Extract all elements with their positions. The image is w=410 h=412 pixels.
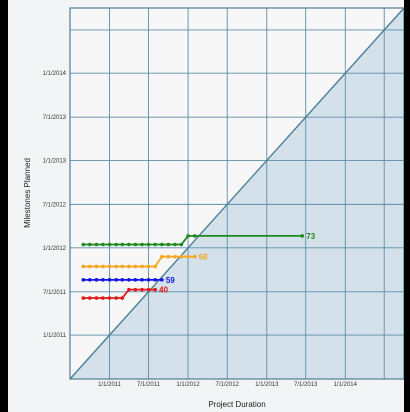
diagonal-reference-line xyxy=(69,7,405,380)
y-tick-label: 1/1/2011 xyxy=(43,333,67,339)
series-point xyxy=(153,287,157,292)
series-point xyxy=(87,278,92,282)
series-end-label: 73 xyxy=(306,232,315,241)
series-point xyxy=(192,254,197,259)
series-point xyxy=(114,296,119,300)
series-point xyxy=(300,234,305,238)
series-point xyxy=(87,264,92,269)
series-point xyxy=(114,264,119,269)
series-point xyxy=(140,242,144,247)
series-point xyxy=(120,264,125,269)
series-point xyxy=(101,296,105,300)
series-end-label: 68 xyxy=(199,253,208,262)
series-point xyxy=(101,264,105,269)
series-point xyxy=(153,264,157,269)
series-point xyxy=(87,242,92,247)
series-point xyxy=(146,242,151,247)
x-axis-title: Project Duration xyxy=(208,400,265,409)
y-tick-label: 1/1/2013 xyxy=(43,158,67,164)
series-point xyxy=(133,287,138,292)
series-point xyxy=(114,278,119,282)
series-point xyxy=(160,278,164,282)
series-point xyxy=(107,296,112,300)
series-point xyxy=(140,264,144,269)
series-point xyxy=(153,242,157,247)
series-point xyxy=(107,242,112,247)
series-point xyxy=(179,254,184,259)
series-point xyxy=(146,287,151,292)
series-point xyxy=(127,287,131,292)
series-point xyxy=(94,278,99,282)
x-tick-label: 7/1/2011 xyxy=(137,382,161,388)
series-point xyxy=(81,296,86,300)
y-axis-title: Milestones Planned xyxy=(23,158,32,228)
series-point xyxy=(114,242,119,247)
series-point xyxy=(127,242,131,247)
series-end-label: 40 xyxy=(159,286,168,295)
y-tick-label: 7/1/2013 xyxy=(43,115,67,121)
series-point xyxy=(160,242,164,247)
series-point xyxy=(81,278,86,282)
series-point xyxy=(94,264,99,269)
y-tick-label: 1/1/2012 xyxy=(43,246,67,252)
series-point xyxy=(186,234,190,238)
series-point xyxy=(153,278,157,282)
series-point xyxy=(173,254,177,259)
series-point xyxy=(133,242,138,247)
y-tick-label: 7/1/2012 xyxy=(43,202,67,208)
series-point xyxy=(94,296,99,300)
series-point xyxy=(127,264,131,269)
series-point xyxy=(94,242,99,247)
series-point xyxy=(101,242,105,247)
series-point xyxy=(179,242,184,247)
x-tick-label: 7/1/2012 xyxy=(216,382,240,388)
x-tick-label: 1/1/2013 xyxy=(255,382,279,388)
x-tick-label: 1/1/2012 xyxy=(176,382,200,388)
series-point xyxy=(133,278,138,282)
series-point xyxy=(133,264,138,269)
series-point xyxy=(107,264,112,269)
series-point xyxy=(140,287,144,292)
series-point xyxy=(160,254,164,259)
series-point xyxy=(166,242,171,247)
series-point xyxy=(140,278,144,282)
x-tick-label: 1/1/2011 xyxy=(98,382,122,388)
series-point xyxy=(127,278,131,282)
x-tick-label: 7/1/2013 xyxy=(294,382,318,388)
frame-border-left xyxy=(0,0,8,412)
y-tick-label: 1/1/2014 xyxy=(43,71,67,77)
tick-labels: 1/1/2011 7/1/2011 1/1/2012 7/1/2012 1/1/2013… xyxy=(43,71,358,388)
series-point xyxy=(81,242,86,247)
series-point xyxy=(107,278,112,282)
series-point xyxy=(120,296,125,300)
series-point xyxy=(146,264,151,269)
series-point xyxy=(81,264,86,269)
series-point xyxy=(186,254,190,259)
series-point xyxy=(166,254,171,259)
series-point xyxy=(146,278,151,282)
series-end-label: 59 xyxy=(166,276,175,285)
frame-border-right xyxy=(404,0,410,412)
x-tick-label: 1/1/2014 xyxy=(334,382,358,388)
y-tick-label: 7/1/2011 xyxy=(43,290,67,296)
series-point xyxy=(101,278,105,282)
series-point xyxy=(120,242,125,247)
series-point xyxy=(192,234,197,238)
series-point xyxy=(120,278,125,282)
series-point xyxy=(173,242,177,247)
series-point xyxy=(87,296,92,300)
